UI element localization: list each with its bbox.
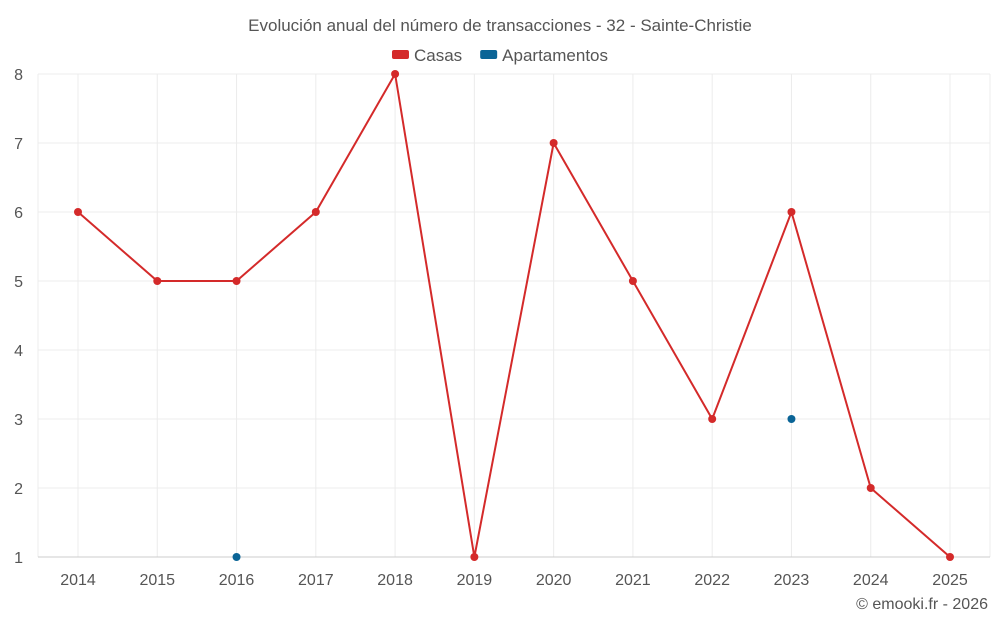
x-tick-label: 2024 [853, 572, 889, 589]
data-point[interactable] [866, 484, 875, 492]
y-tick-label: 3 [14, 412, 23, 429]
y-tick-label: 6 [14, 205, 23, 222]
footer-credit: © emooki.fr - 2026 [856, 596, 988, 613]
data-point[interactable] [708, 415, 717, 423]
data-point[interactable] [787, 208, 796, 216]
data-point[interactable] [311, 208, 320, 216]
y-tick-label: 7 [14, 136, 23, 153]
data-point[interactable] [74, 208, 82, 216]
x-tick-label: 2025 [932, 572, 968, 589]
series [74, 70, 954, 561]
chart-title: Evolución anual del número de transaccio… [248, 16, 752, 35]
x-tick-label: 2015 [139, 572, 175, 589]
grid [37, 73, 991, 557]
x-tick-label: 2021 [615, 572, 651, 589]
data-point[interactable] [628, 277, 637, 285]
legend[interactable]: Casas Apartamentos [391, 46, 608, 65]
series-casas [74, 70, 954, 561]
axes: 1 2 3 4 5 6 7 8 2014 2015 2016 2017 2018 2019 2020 2021… [14, 67, 990, 589]
legend-swatch [480, 50, 498, 59]
legend-label: Casas [414, 46, 462, 65]
y-tick-label: 5 [14, 274, 23, 291]
data-point[interactable] [470, 553, 479, 561]
x-tick-label: 2022 [694, 572, 730, 589]
x-tick-label: 2019 [457, 572, 493, 589]
data-point[interactable] [946, 553, 954, 561]
y-tick-label: 2 [14, 481, 23, 498]
x-tick-label: 2018 [377, 572, 413, 589]
data-point[interactable] [787, 415, 796, 423]
data-point[interactable] [232, 553, 241, 561]
legend-label: Apartamentos [502, 46, 608, 65]
y-tick-label: 4 [14, 343, 23, 360]
x-tick-label: 2020 [536, 572, 572, 589]
data-point[interactable] [549, 139, 558, 147]
x-tick-label: 2016 [219, 572, 255, 589]
legend-item-apartamentos[interactable]: Apartamentos [480, 46, 608, 65]
x-tick-label: 2023 [774, 572, 810, 589]
y-tick-label: 8 [14, 67, 23, 84]
data-point[interactable] [153, 277, 162, 285]
data-point[interactable] [391, 70, 400, 78]
legend-item-casas[interactable]: Casas [391, 46, 462, 65]
x-tick-label: 2017 [298, 572, 334, 589]
y-tick-label: 1 [14, 550, 23, 567]
series-apartamentos [232, 415, 796, 561]
data-point[interactable] [232, 277, 241, 285]
series-line [77, 73, 951, 558]
legend-swatch [391, 50, 409, 59]
x-tick-label: 2014 [60, 572, 96, 589]
